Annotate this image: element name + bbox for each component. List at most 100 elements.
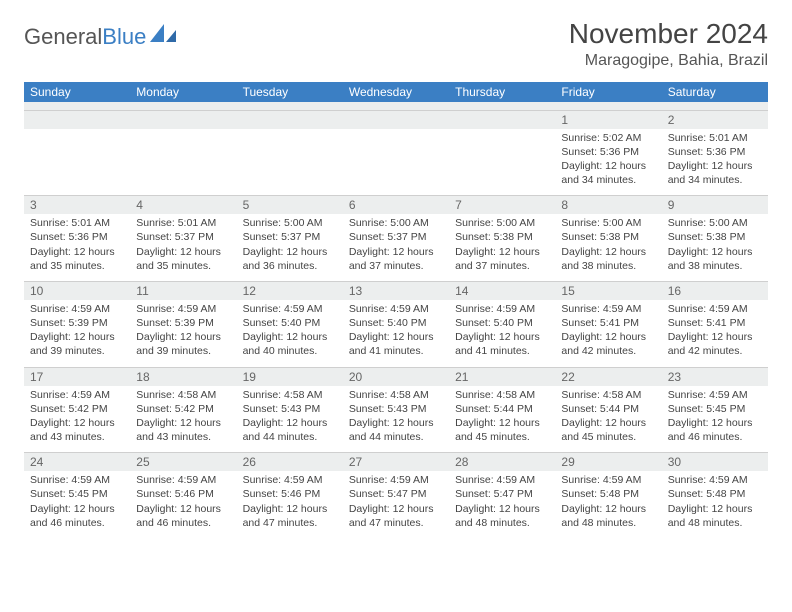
dow-cell: Thursday [449, 82, 555, 102]
daylight-line: Daylight: 12 hours and 46 minutes. [668, 416, 762, 444]
sunset-line: Sunset: 5:36 PM [30, 230, 124, 244]
sunset-line: Sunset: 5:41 PM [561, 316, 655, 330]
day-cell: Sunrise: 4:59 AMSunset: 5:45 PMDaylight:… [662, 386, 768, 453]
day-number: 22 [555, 367, 661, 386]
sunset-line: Sunset: 5:42 PM [30, 402, 124, 416]
dow-row: SundayMondayTuesdayWednesdayThursdayFrid… [24, 82, 768, 102]
daylight-line: Daylight: 12 hours and 45 minutes. [561, 416, 655, 444]
day-number: 23 [662, 367, 768, 386]
sunset-line: Sunset: 5:37 PM [136, 230, 230, 244]
daylight-line: Daylight: 12 hours and 48 minutes. [668, 502, 762, 530]
header: GeneralBlue November 2024 Maragogipe, Ba… [24, 18, 768, 70]
sunrise-line: Sunrise: 4:59 AM [561, 473, 655, 487]
daylight-line: Daylight: 12 hours and 34 minutes. [561, 159, 655, 187]
day-cell [343, 129, 449, 196]
day-cell [237, 129, 343, 196]
daylight-line: Daylight: 12 hours and 35 minutes. [30, 245, 124, 273]
dow-cell: Friday [555, 82, 661, 102]
sunset-line: Sunset: 5:45 PM [668, 402, 762, 416]
day-number: 28 [449, 453, 555, 472]
dow-cell: Tuesday [237, 82, 343, 102]
sunrise-line: Sunrise: 4:59 AM [349, 302, 443, 316]
day-number: 3 [24, 196, 130, 215]
sunrise-line: Sunrise: 4:59 AM [455, 302, 549, 316]
sunset-line: Sunset: 5:36 PM [561, 145, 655, 159]
sunrise-line: Sunrise: 4:58 AM [136, 388, 230, 402]
sunset-line: Sunset: 5:44 PM [561, 402, 655, 416]
day-cell: Sunrise: 5:01 AMSunset: 5:36 PMDaylight:… [662, 129, 768, 196]
sunrise-line: Sunrise: 4:58 AM [349, 388, 443, 402]
sunrise-line: Sunrise: 4:59 AM [455, 473, 549, 487]
day-number: 5 [237, 196, 343, 215]
day-cell: Sunrise: 4:58 AMSunset: 5:42 PMDaylight:… [130, 386, 236, 453]
sunset-line: Sunset: 5:46 PM [136, 487, 230, 501]
sunset-line: Sunset: 5:41 PM [668, 316, 762, 330]
day-cell: Sunrise: 5:02 AMSunset: 5:36 PMDaylight:… [555, 129, 661, 196]
sunset-line: Sunset: 5:38 PM [561, 230, 655, 244]
brand-part2: Blue [102, 24, 146, 50]
sunset-line: Sunset: 5:36 PM [668, 145, 762, 159]
sunset-line: Sunset: 5:42 PM [136, 402, 230, 416]
sunset-line: Sunset: 5:40 PM [243, 316, 337, 330]
day-number: 17 [24, 367, 130, 386]
day-number-row: 3456789 [24, 196, 768, 215]
day-number [343, 110, 449, 129]
sunrise-line: Sunrise: 4:59 AM [561, 302, 655, 316]
day-number: 7 [449, 196, 555, 215]
day-number: 24 [24, 453, 130, 472]
day-cell: Sunrise: 5:01 AMSunset: 5:37 PMDaylight:… [130, 214, 236, 281]
sunrise-line: Sunrise: 5:02 AM [561, 131, 655, 145]
sunrise-line: Sunrise: 4:59 AM [668, 388, 762, 402]
day-number: 18 [130, 367, 236, 386]
day-number: 9 [662, 196, 768, 215]
day-number: 26 [237, 453, 343, 472]
daylight-line: Daylight: 12 hours and 48 minutes. [561, 502, 655, 530]
day-number: 27 [343, 453, 449, 472]
day-cell: Sunrise: 4:59 AMSunset: 5:47 PMDaylight:… [343, 471, 449, 538]
daylight-line: Daylight: 12 hours and 45 minutes. [455, 416, 549, 444]
daylight-line: Daylight: 12 hours and 46 minutes. [136, 502, 230, 530]
dow-cell: Sunday [24, 82, 130, 102]
daylight-line: Daylight: 12 hours and 39 minutes. [30, 330, 124, 358]
day-cell: Sunrise: 4:59 AMSunset: 5:39 PMDaylight:… [24, 300, 130, 367]
sunset-line: Sunset: 5:39 PM [30, 316, 124, 330]
sunset-line: Sunset: 5:40 PM [349, 316, 443, 330]
day-data-row: Sunrise: 5:02 AMSunset: 5:36 PMDaylight:… [24, 129, 768, 196]
day-cell: Sunrise: 5:01 AMSunset: 5:36 PMDaylight:… [24, 214, 130, 281]
daylight-line: Daylight: 12 hours and 47 minutes. [349, 502, 443, 530]
location: Maragogipe, Bahia, Brazil [569, 52, 768, 70]
dow-cell: Wednesday [343, 82, 449, 102]
day-number: 25 [130, 453, 236, 472]
daylight-line: Daylight: 12 hours and 42 minutes. [668, 330, 762, 358]
daylight-line: Daylight: 12 hours and 34 minutes. [668, 159, 762, 187]
day-cell [24, 129, 130, 196]
sunset-line: Sunset: 5:47 PM [455, 487, 549, 501]
daylight-line: Daylight: 12 hours and 41 minutes. [455, 330, 549, 358]
sunrise-line: Sunrise: 5:00 AM [455, 216, 549, 230]
sunset-line: Sunset: 5:44 PM [455, 402, 549, 416]
day-number: 15 [555, 281, 661, 300]
day-cell: Sunrise: 4:58 AMSunset: 5:44 PMDaylight:… [449, 386, 555, 453]
daylight-line: Daylight: 12 hours and 39 minutes. [136, 330, 230, 358]
brand-logo: GeneralBlue [24, 18, 176, 50]
day-number: 21 [449, 367, 555, 386]
day-cell: Sunrise: 4:59 AMSunset: 5:42 PMDaylight:… [24, 386, 130, 453]
day-cell: Sunrise: 4:58 AMSunset: 5:44 PMDaylight:… [555, 386, 661, 453]
sunset-line: Sunset: 5:45 PM [30, 487, 124, 501]
sunrise-line: Sunrise: 5:01 AM [136, 216, 230, 230]
dow-cell: Monday [130, 82, 236, 102]
day-cell: Sunrise: 5:00 AMSunset: 5:38 PMDaylight:… [555, 214, 661, 281]
day-number: 1 [555, 110, 661, 129]
daylight-line: Daylight: 12 hours and 44 minutes. [243, 416, 337, 444]
day-number: 6 [343, 196, 449, 215]
day-cell [130, 129, 236, 196]
day-number: 12 [237, 281, 343, 300]
day-cell: Sunrise: 5:00 AMSunset: 5:37 PMDaylight:… [343, 214, 449, 281]
sunrise-line: Sunrise: 4:59 AM [30, 302, 124, 316]
daylight-line: Daylight: 12 hours and 46 minutes. [30, 502, 124, 530]
day-cell: Sunrise: 4:59 AMSunset: 5:40 PMDaylight:… [237, 300, 343, 367]
sunrise-line: Sunrise: 4:58 AM [561, 388, 655, 402]
day-number: 4 [130, 196, 236, 215]
sunset-line: Sunset: 5:38 PM [668, 230, 762, 244]
sunrise-line: Sunrise: 4:59 AM [136, 473, 230, 487]
